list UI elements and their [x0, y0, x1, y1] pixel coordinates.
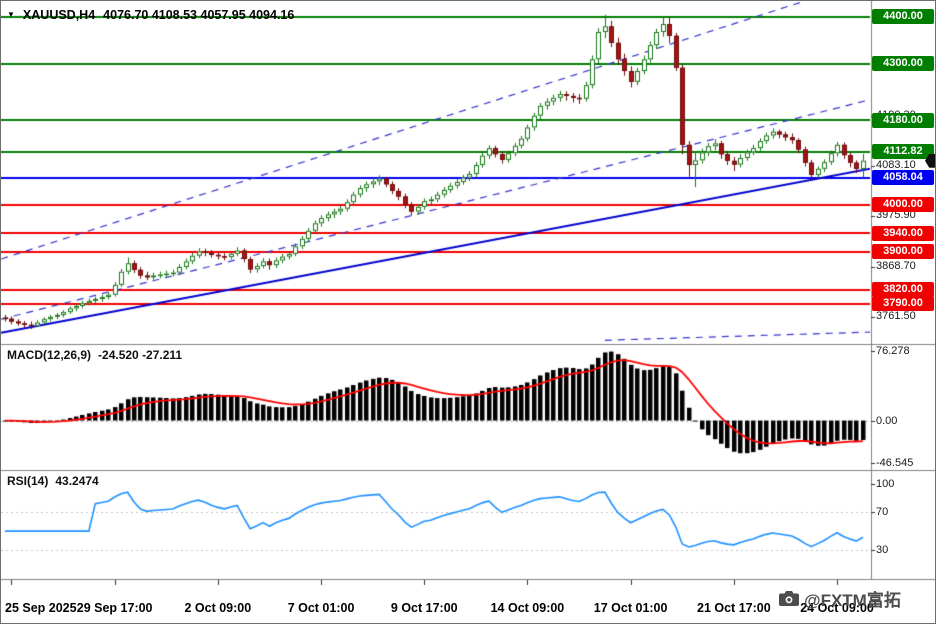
chart-title: ▼ XAUUSD,H4 4076.70 4108.53 4057.95 4094…: [7, 8, 294, 22]
camera-icon: [779, 591, 799, 606]
price-scale-tick: 3868.70: [876, 259, 916, 272]
time-axis-label: 21 Oct 17:00: [697, 601, 771, 615]
time-axis-label: 24 Oct 09:00: [800, 601, 874, 615]
price-level-badge[interactable]: 4300.00: [872, 56, 934, 72]
symbol-period-label: XAUUSD,H4: [22, 8, 96, 22]
time-axis-label: 9 Oct 17:00: [390, 601, 458, 615]
price-scale[interactable]: 4190.304083.103975.903868.703761.5076.27…: [871, 1, 935, 580]
time-axis-label: 29 Sep 17:00: [76, 601, 153, 615]
price-level-badge[interactable]: 3790.00: [872, 296, 934, 312]
price-level-badge[interactable]: 4000.00: [872, 197, 934, 213]
macd-indicator-label: MACD(12,26,9) -24.520 -27.211: [7, 348, 182, 362]
price-level-badge[interactable]: 4058.04: [872, 170, 934, 186]
symbol-dropdown-icon[interactable]: ▼: [7, 10, 15, 19]
rsi-name: RSI(14): [7, 474, 49, 488]
price-level-badge[interactable]: 3940.00: [872, 225, 934, 241]
rsi-indicator-label: RSI(14) 43.2474: [7, 474, 99, 488]
macd-name: MACD(12,26,9): [7, 348, 92, 362]
price-level-badge[interactable]: 4400.00: [872, 9, 934, 25]
rsi-value: 43.2474: [55, 474, 99, 488]
time-axis-label: 17 Oct 01:00: [593, 601, 668, 615]
current-price-marker: [925, 153, 935, 168]
time-axis-label: 25 Sep 2025: [5, 601, 77, 615]
time-axis[interactable]: 25 Sep 2025 29 Sep 17:00 2 Oct 09:00 7 Oct …: [1, 580, 935, 623]
price-level-badge[interactable]: 3900.00: [872, 244, 934, 260]
price-scale-tick: 4083.10: [876, 158, 916, 171]
rsi-scale-tick: 100: [876, 478, 895, 490]
watermark-text: @FXTM富拓: [804, 591, 901, 610]
macd-scale-tick: 0.00: [876, 414, 898, 427]
rsi-scale-tick: 70: [876, 506, 889, 519]
brand-watermark: @FXTM富拓: [779, 586, 901, 611]
price-scale-tick: 3975.90: [876, 209, 916, 222]
ohlc-values: 4076.70 4108.53 4057.95 4094.16: [103, 8, 295, 22]
macd-values: -24.520 -27.211: [98, 348, 183, 362]
time-axis-label: 2 Oct 09:00: [184, 601, 252, 615]
price-level-badge[interactable]: 3820.00: [872, 282, 934, 298]
macd-scale-tick: -46.545: [876, 457, 914, 469]
price-level-badge[interactable]: 4180.00: [872, 112, 934, 128]
rsi-scale-tick: 30: [876, 544, 889, 556]
price-scale-tick: 3761.50: [876, 310, 916, 323]
price-level-badge[interactable]: 4112.82: [872, 144, 934, 160]
time-axis-label: 14 Oct 09:00: [490, 601, 565, 615]
macd-scale-tick: 76.278: [876, 345, 910, 357]
time-axis-label: 7 Oct 01:00: [287, 601, 355, 615]
